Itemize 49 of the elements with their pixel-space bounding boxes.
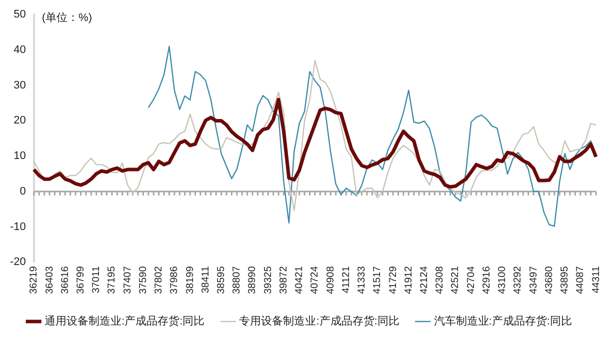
x-tick-label: 43100 [497, 266, 508, 294]
x-tick-label: 37802 [154, 266, 165, 294]
x-tick-label: 36616 [60, 266, 71, 294]
x-tick-label: 37195 [106, 266, 118, 294]
y-tick-label: 0 [20, 185, 26, 198]
x-tick-label: 36799 [75, 266, 86, 294]
x-tick-label: 43895 [560, 266, 571, 294]
x-tick-label: 44311 [590, 266, 602, 294]
y-tick-label: 20 [14, 114, 26, 127]
x-tick-label: 40724 [310, 266, 321, 294]
x-tick-label: 41517 [372, 266, 384, 294]
annotation: (单位：%) [42, 11, 92, 24]
y-tick-label: 10 [14, 150, 26, 162]
legend-label: 汽车制造业:产成品存货:同比 [434, 314, 572, 328]
x-tick-label: 37986 [169, 266, 180, 294]
x-tick-label: 43292 [512, 266, 524, 294]
x-tick-label: 44087 [575, 266, 586, 294]
x-tick-label: 37590 [138, 266, 149, 294]
x-tick-label: 41121 [340, 266, 352, 294]
x-tick-label: 38411 [200, 266, 212, 294]
x-tick-label: 36219 [28, 266, 40, 294]
x-tick-label: 38807 [232, 266, 243, 294]
x-tick-label: 42916 [481, 266, 492, 294]
x-tick-label: 36403 [44, 266, 56, 294]
x-tick-label: 37407 [122, 266, 134, 294]
x-tick-label: 41912 [403, 266, 414, 294]
x-tick-label: 38199 [184, 266, 196, 294]
y-tick-label: -20 [10, 256, 26, 268]
x-tick-label: 41333 [356, 266, 368, 294]
x-tick-label: 42308 [434, 266, 446, 294]
x-tick-label: 42704 [466, 266, 477, 294]
x-tick-label: 39325 [262, 266, 274, 294]
x-tick-label: 40421 [294, 266, 306, 294]
x-tick-label: 41729 [388, 266, 399, 294]
x-tick-label: 38990 [247, 266, 258, 294]
x-tick-label: 43680 [544, 266, 555, 294]
x-tick-label: 38595 [216, 266, 228, 294]
x-tick-label: 37011 [91, 266, 102, 294]
y-tick-label: -10 [10, 220, 26, 233]
x-tick-label: 40908 [325, 266, 336, 294]
legend-label: 通用设备制造业:产成品存货:同比 [44, 314, 205, 328]
legend-label: 专用设备制造业:产成品存货:同比 [239, 314, 400, 328]
x-tick-label: 42521 [450, 266, 462, 294]
y-tick-label: 50 [14, 8, 26, 21]
y-tick-label: 40 [14, 44, 26, 56]
x-tick-label: 39872 [278, 266, 290, 294]
x-tick-label: 42124 [418, 266, 430, 294]
y-tick-label: 30 [14, 79, 26, 92]
x-tick-label: 43497 [528, 266, 540, 294]
